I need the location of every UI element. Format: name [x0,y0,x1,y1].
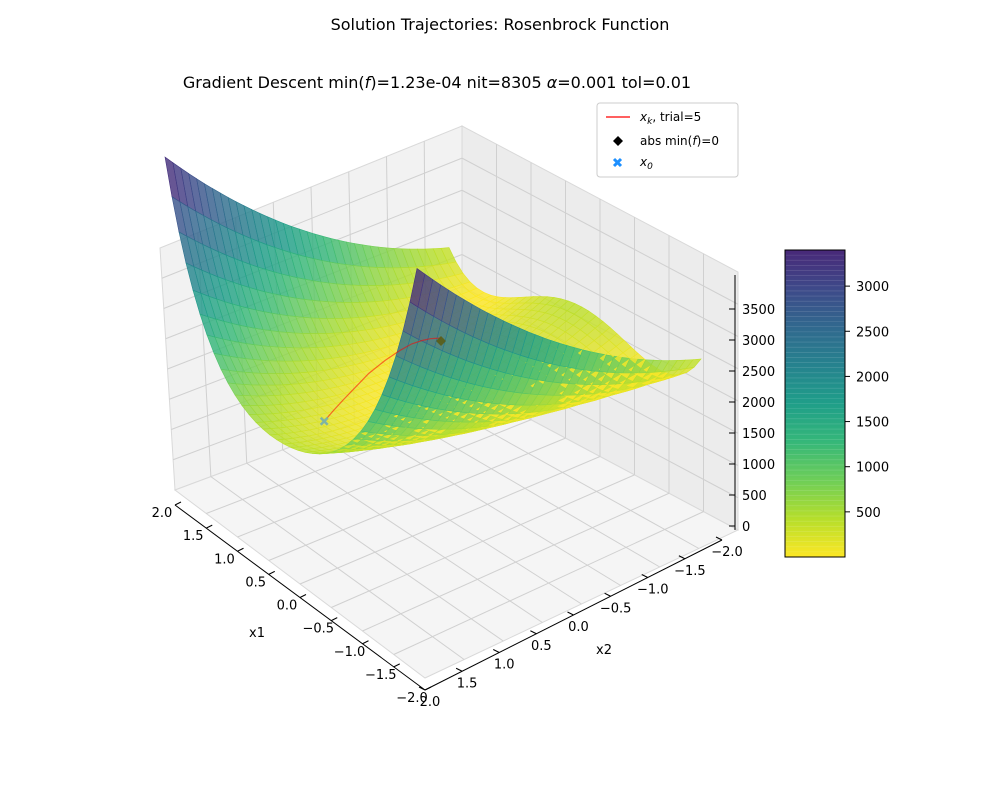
colorbar-tick-label: 2500 [856,325,889,340]
title-var: f [365,73,373,92]
x2-tick-label: 0.0 [568,620,589,635]
colorbar-tick-label: 2000 [856,370,889,385]
z-tick-label: 500 [742,489,767,504]
x1-tick-mark [206,524,213,529]
start-point-stroke [319,416,329,426]
x1-tick-labels: 2.0 1.5 1.0 0.5 0.0 −0.5−1.0 −1.5 −2.0 [152,501,432,706]
axes-title: Gradient Descent min(f)=1.23e-04 nit=830… [183,73,691,92]
z-tick-label: 2000 [742,396,775,411]
x2-tick-mark [418,686,426,691]
grid-line [331,474,635,608]
x1-tick-label: 0.5 [245,575,266,590]
colorbar-bar [784,249,846,558]
x1-tick-mark [393,663,400,668]
x1-tick-label: 1.0 [214,552,235,567]
x1-tick-label: 0.0 [277,599,298,614]
x2-tick-mark [530,630,537,635]
z-tick-label: 3500 [742,303,775,318]
z-tick-label: 3000 [742,334,775,349]
x2-tick-mark [604,592,611,597]
colorbar-tick-label: 1500 [856,416,889,431]
z-tick-labels: 0 500 1000 1500 2000 2500 3000 3500 [729,303,775,535]
grid-line [299,456,601,585]
figure-suptitle: Solution Trajectories: Rosenbrock Functi… [331,15,670,34]
colorbar-tick-label: 3000 [856,280,889,295]
x2-tick-label: 2.0 [420,695,441,710]
x1-tick-mark [424,686,432,691]
x2-tick-mark [567,611,574,616]
x2-tick-label: −0.5 [600,601,632,616]
x1-tick-label: −2.0 [396,691,428,706]
start-point-marker [319,416,329,426]
z-tick-label: 1000 [742,458,775,473]
colorbar-bands [786,254,844,553]
title-suffix: =0.001 tol=0.01 [557,73,691,92]
x1-tick-mark [331,617,338,622]
legend-entry-trajectory: xk, trial=5 [639,110,701,127]
x2-tick-label: 1.0 [494,658,515,673]
x1-tick-mark [237,547,244,552]
x2-tick-label: −1.5 [674,564,706,579]
x2-tick-label: −2.0 [711,545,743,560]
colorbar-tick-label: 500 [856,506,881,521]
x1-tick-mark [299,594,307,598]
global-minimum-marker [436,336,446,346]
grid-line [461,189,739,337]
x2-axis-label: x2 [596,643,612,658]
x2-tick-mark [678,555,686,560]
x1-tick-label: 1.5 [183,529,204,544]
x2-tick-label: 1.5 [457,676,478,691]
title-alpha: α [547,73,558,92]
z-tick-label: 1500 [742,427,775,442]
x1-tick-label: 2.0 [152,506,173,521]
legend: xk, trial=5 abs min(f)=0 x0 [596,102,739,178]
legend-entry-minimum: abs min(f)=0 [640,134,719,148]
colorbar: 500 1000 1500 2000 2500 3000 [784,249,889,558]
x1-tick-label: −0.5 [302,622,334,637]
rosenbrock-surface [164,156,702,455]
z-tick-label: 2500 [742,365,775,380]
legend-x-marker [612,157,623,168]
x2-tick-mark [493,649,500,653]
z-tick-label: 0 [742,520,750,535]
x2-tick-mark [455,667,463,672]
x1-axis-label: x1 [249,626,265,641]
grid-line [354,422,621,586]
x1-tick-mark [174,501,182,506]
grid-line [362,492,670,632]
x2-tick-labels: −2.0 −1.5 −1.0 −0.5 0.0 0.5 1.0 1.5 2.0 [418,536,743,710]
x1-tick-mark [362,640,369,645]
title-mid: )=1.23e-04 nit=8305 [370,73,546,92]
title-prefix: Gradient Descent min( [183,73,365,92]
grid-line [393,511,704,655]
x2-tick-mark [641,574,648,578]
trajectory-group [319,336,446,426]
legend-entry-start: x0 [639,155,653,172]
x1-tick-mark [268,570,275,575]
legend-box [596,102,739,178]
x1-tick-label: −1.5 [365,668,397,683]
x2-tick-label: 0.5 [531,639,552,654]
x2-tick-label: −1.0 [637,583,669,598]
grid-line [461,157,739,305]
colorbar-tick-label: 1000 [856,461,889,476]
colorbar-ticks: 500 1000 1500 2000 2500 3000 [845,280,889,521]
grid-line [461,221,739,370]
x1-tick-label: −1.0 [334,645,366,660]
surface-patch [685,358,702,370]
x2-tick-mark [715,536,723,541]
legend-diamond-marker [613,136,623,146]
trajectory-line [323,337,442,422]
